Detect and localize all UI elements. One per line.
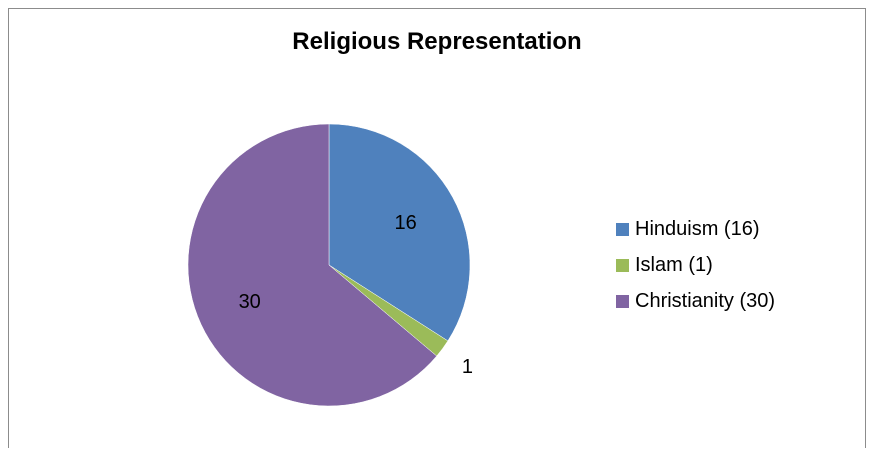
- legend-item-hinduism: Hinduism (16): [616, 211, 775, 247]
- pie-slice-christianity: [187, 123, 438, 407]
- data-label-christianity: 30: [239, 291, 261, 313]
- legend-swatch-christianity: [616, 294, 629, 308]
- legend-swatch-islam: [616, 258, 629, 272]
- data-label-hinduism: 16: [395, 212, 417, 234]
- chart-title: Religious Representation: [292, 28, 582, 55]
- legend-label-hinduism: Hinduism (16): [635, 217, 760, 240]
- legend-item-christianity: Christianity (30): [616, 283, 775, 319]
- legend-swatch-hinduism: [616, 222, 629, 236]
- legend-item-islam: Islam (1): [616, 247, 775, 283]
- legend-label-islam: Islam (1): [635, 253, 713, 276]
- legend-label-christianity: Christianity (30): [635, 289, 776, 312]
- legend: Hinduism (16) Islam (1) Christianity (30…: [616, 211, 775, 319]
- pie-slice-hinduism: [328, 123, 471, 342]
- data-label-islam: 1: [462, 356, 473, 378]
